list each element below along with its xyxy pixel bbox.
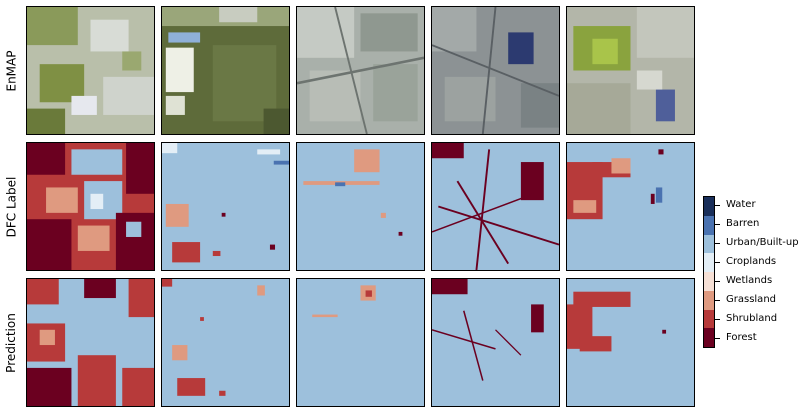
colorbar-swatch-barren [704, 215, 714, 235]
colorbar-swatch-shrubland [704, 309, 714, 329]
row-label-enmap: EnMAP [4, 50, 18, 92]
colorbar-tick [715, 224, 720, 225]
legend-label-water: Water [726, 199, 756, 210]
row-label-dfc: DFC Label [4, 176, 18, 238]
enmap-image-1 [26, 6, 155, 135]
colorbar-swatch-forest [704, 328, 714, 347]
prediction-map-2 [161, 278, 290, 407]
colorbar-swatch-croplands [704, 253, 714, 272]
enmap-image-5 [566, 6, 695, 135]
prediction-map-4 [431, 278, 560, 407]
colorbar-tick [715, 205, 720, 206]
legend-label-croplands: Croplands [726, 256, 777, 267]
prediction-map-5 [566, 278, 695, 407]
legend-label-wetlands: Wetlands [726, 275, 773, 286]
colorbar-tick [715, 243, 720, 244]
colorbar-tick [715, 300, 720, 301]
colorbar-swatch-urban [704, 234, 714, 254]
colorbar-tick [715, 338, 720, 339]
colorbar-tick [715, 319, 720, 320]
colorbar [703, 196, 715, 348]
dfc-label-map-1 [26, 142, 155, 271]
enmap-image-4 [431, 6, 560, 135]
row-label-prediction: Prediction [4, 313, 18, 373]
legend-label-shrubland: Shrubland [726, 313, 778, 324]
legend-label-urban: Urban/Built-up [726, 237, 799, 248]
legend-label-forest: Forest [726, 332, 757, 343]
dfc-label-map-5 [566, 142, 695, 271]
colorbar-tick [715, 262, 720, 263]
colorbar-swatch-water [704, 197, 714, 216]
dfc-label-map-2 [161, 142, 290, 271]
dfc-label-map-3 [296, 142, 425, 271]
colorbar-tick [715, 281, 720, 282]
legend-label-grassland: Grassland [726, 294, 776, 305]
prediction-map-1 [26, 278, 155, 407]
legend-label-barren: Barren [726, 218, 760, 229]
colorbar-swatch-wetlands [704, 272, 714, 291]
enmap-image-2 [161, 6, 290, 135]
enmap-image-3 [296, 6, 425, 135]
colorbar-swatch-grassland [704, 290, 714, 310]
prediction-map-3 [296, 278, 425, 407]
dfc-label-map-4 [431, 142, 560, 271]
